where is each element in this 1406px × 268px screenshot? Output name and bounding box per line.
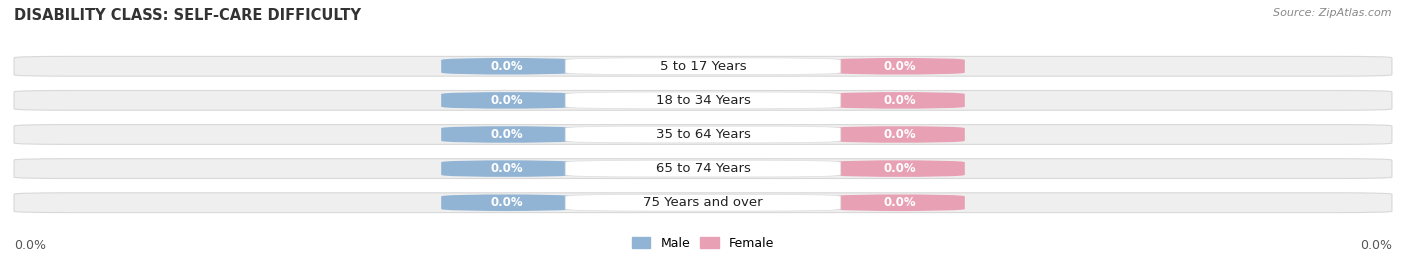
Text: 0.0%: 0.0% [883,94,915,107]
Text: 35 to 64 Years: 35 to 64 Years [655,128,751,141]
Text: 0.0%: 0.0% [491,196,523,209]
FancyBboxPatch shape [14,125,1392,144]
Text: 0.0%: 0.0% [491,60,523,73]
Text: 0.0%: 0.0% [491,128,523,141]
Text: 65 to 74 Years: 65 to 74 Years [655,162,751,175]
Text: 0.0%: 0.0% [883,196,915,209]
FancyBboxPatch shape [565,126,841,143]
FancyBboxPatch shape [441,194,572,211]
Text: 0.0%: 0.0% [14,239,46,252]
FancyBboxPatch shape [565,194,841,211]
FancyBboxPatch shape [834,58,965,75]
FancyBboxPatch shape [834,92,965,109]
FancyBboxPatch shape [441,58,572,75]
Text: 0.0%: 0.0% [883,162,915,175]
FancyBboxPatch shape [14,193,1392,213]
Text: 5 to 17 Years: 5 to 17 Years [659,60,747,73]
Text: Source: ZipAtlas.com: Source: ZipAtlas.com [1274,8,1392,18]
Text: 0.0%: 0.0% [883,60,915,73]
FancyBboxPatch shape [834,194,965,211]
Text: 18 to 34 Years: 18 to 34 Years [655,94,751,107]
FancyBboxPatch shape [14,159,1392,178]
FancyBboxPatch shape [14,91,1392,110]
Text: 0.0%: 0.0% [883,128,915,141]
FancyBboxPatch shape [441,126,572,143]
FancyBboxPatch shape [441,92,572,109]
FancyBboxPatch shape [834,126,965,143]
Legend: Male, Female: Male, Female [627,232,779,255]
FancyBboxPatch shape [14,56,1392,76]
FancyBboxPatch shape [441,160,572,177]
FancyBboxPatch shape [565,92,841,109]
FancyBboxPatch shape [565,160,841,177]
FancyBboxPatch shape [834,160,965,177]
Text: DISABILITY CLASS: SELF-CARE DIFFICULTY: DISABILITY CLASS: SELF-CARE DIFFICULTY [14,8,361,23]
FancyBboxPatch shape [565,58,841,75]
Text: 75 Years and over: 75 Years and over [643,196,763,209]
Text: 0.0%: 0.0% [1360,239,1392,252]
Text: 0.0%: 0.0% [491,94,523,107]
Text: 0.0%: 0.0% [491,162,523,175]
